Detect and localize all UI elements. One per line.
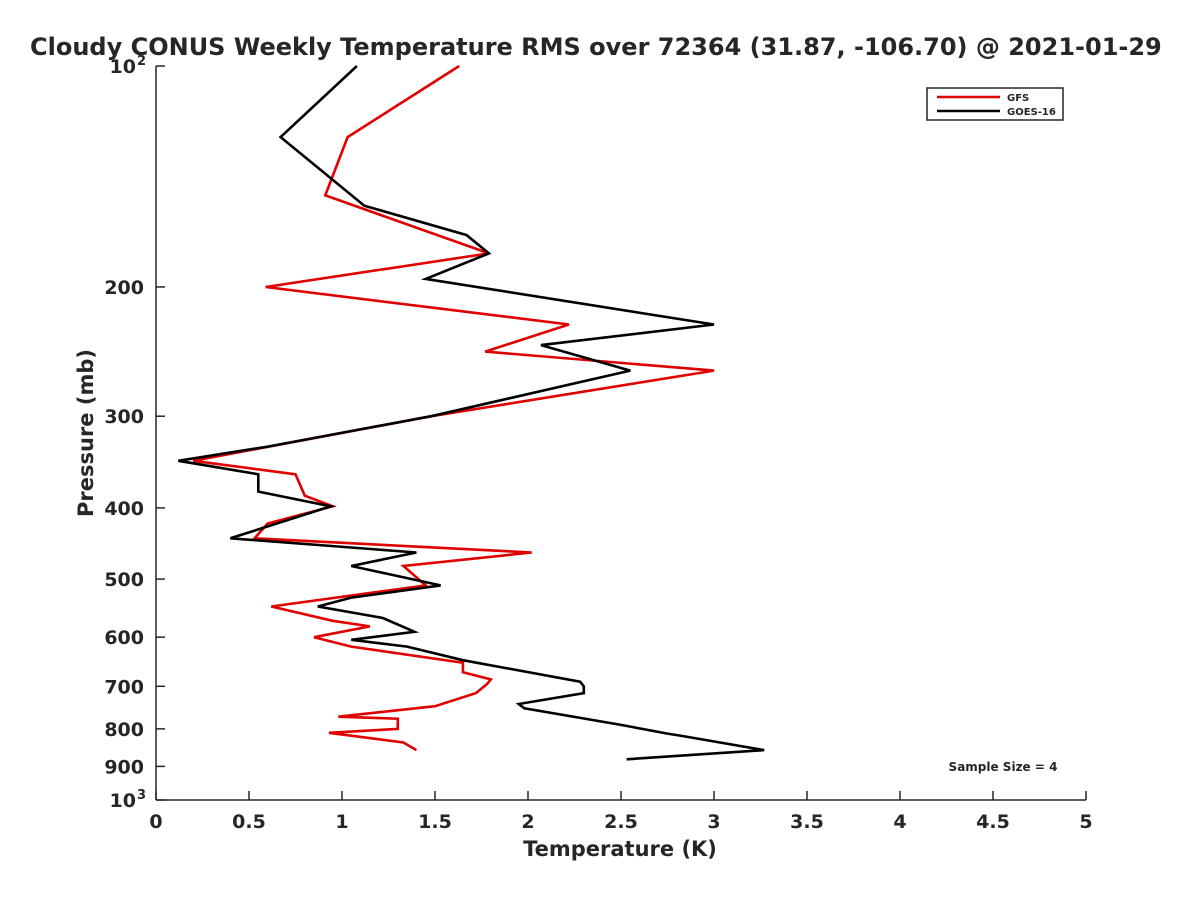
x-tick-label: 4.5 (976, 811, 1010, 833)
y-tick-label: 400 (104, 498, 144, 520)
legend-box (926, 87, 1064, 121)
chart-title: Cloudy CONUS Weekly Temperature RMS over… (30, 33, 1162, 61)
series-lines (178, 64, 765, 761)
x-axis-ticks: 0 0.5 1 1.5 2 2.5 3 3.5 4 4.5 5 (149, 791, 1093, 833)
x-tick-label: 1 (335, 811, 348, 833)
legend: GFS GOES-16 (926, 87, 1064, 121)
y-tick-label: 10 (110, 790, 136, 812)
y-tick-exponent: 3 (137, 788, 146, 803)
x-tick-label: 2.5 (604, 811, 638, 833)
plot-area (155, 66, 1086, 801)
x-tick-label: 0.5 (232, 811, 266, 833)
y-tick-label: 600 (104, 627, 144, 649)
x-tick-label: 3.5 (790, 811, 824, 833)
x-axis-label: Temperature (K) (523, 837, 717, 861)
x-tick-label: 5 (1079, 811, 1092, 833)
x-tick-label: 2 (521, 811, 534, 833)
y-axis-label: Pressure (mb) (74, 349, 98, 517)
x-tick-label: 1.5 (418, 811, 452, 833)
legend-label: GFS (1007, 93, 1029, 104)
y-tick-label: 800 (104, 719, 144, 741)
y-tick-label: 300 (104, 406, 144, 428)
y-tick-label: 10 (110, 56, 136, 78)
series-line-gfs (192, 64, 715, 752)
series-line-goes-16 (178, 65, 765, 761)
y-tick-label: 500 (104, 569, 144, 591)
x-tick-label: 3 (707, 811, 720, 833)
sample-size-annotation: Sample Size = 4 (949, 760, 1058, 774)
y-tick-label: 200 (104, 277, 144, 299)
legend-label: GOES-16 (1007, 107, 1056, 118)
y-tick-exponent: 2 (137, 54, 146, 69)
x-tick-label: 0 (149, 811, 162, 833)
x-tick-label: 4 (893, 811, 906, 833)
y-tick-label: 900 (104, 756, 144, 778)
y-tick-label: 700 (104, 676, 144, 698)
